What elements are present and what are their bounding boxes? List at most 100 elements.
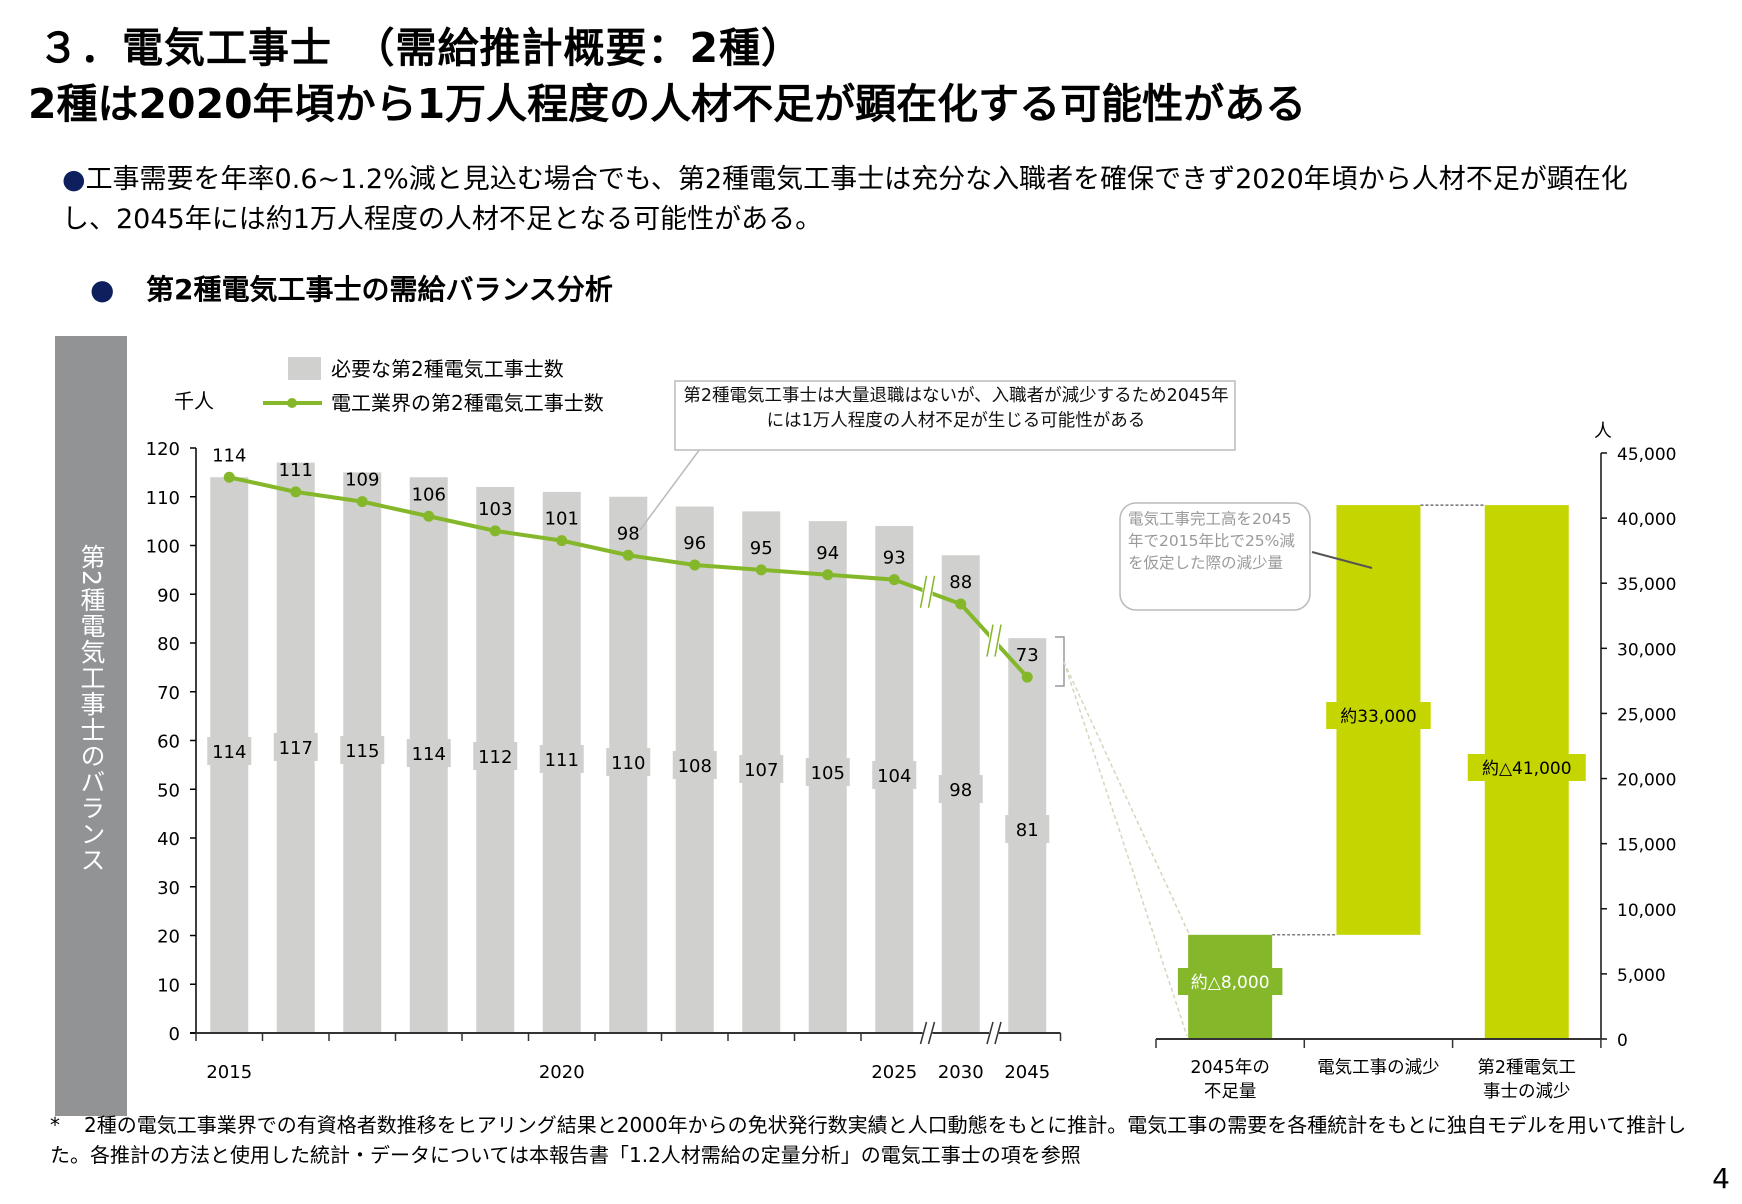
right-annotation-callout: 電気工事完工高を2045年で2015年比で25%減を仮定した際の減少量	[1119, 502, 1373, 611]
bar-label-bg	[872, 761, 917, 789]
bar-data-label: 108	[678, 756, 712, 777]
bar-data-label: 114	[212, 742, 246, 763]
right-callout-text: 電気工事完工高を2045年で2015年比で25%減を仮定した際の減少量	[1128, 510, 1295, 572]
callout-text: 第2種電気工事士は大量退職はないが、入職者が減少するため2045年には1万人程度…	[683, 386, 1229, 431]
right-x-tick-label: 第2種電気工	[1477, 1058, 1576, 1078]
y-tick-label: 90	[157, 585, 180, 606]
section-heading: ● 第2種電気工事士の需給バランス分析	[90, 268, 613, 308]
line-point	[423, 510, 435, 522]
footnote-text: 2種の電気工事業界での有資格者数推移をヒアリング結果と2000年からの免状発行数…	[50, 1113, 1687, 1167]
x-axis-break-gap	[989, 1023, 999, 1045]
bracket-connector	[1055, 636, 1191, 1037]
bar-label-bg	[672, 751, 717, 779]
y-tick-label: 120	[146, 439, 180, 460]
waterfall-label-bg	[1177, 968, 1283, 995]
y-axis-unit-label: 千人	[174, 389, 214, 413]
data-labels: 114 111 109 106 103 101 98 96 95 94 93 88 73 114 117 11…	[207, 445, 1050, 843]
bar-data-label: 115	[345, 741, 379, 762]
line-point	[223, 471, 235, 483]
bar-label-bg	[606, 748, 651, 776]
right-y-tick-label: 5,000	[1617, 966, 1666, 986]
line-data-label: 111	[279, 460, 313, 481]
x-tick-label: 2020	[539, 1062, 585, 1083]
right-y-axis-unit-label: 人	[1594, 421, 1612, 442]
x-tick-label: 2030	[938, 1062, 984, 1083]
bar-data-label: 98	[949, 780, 972, 801]
y-tick-label: 70	[157, 683, 180, 704]
page-title: ３．電気工事士 （需給推計概要：2種）	[38, 24, 804, 72]
x-axis-break-mark	[927, 1021, 936, 1045]
line-point	[822, 569, 834, 581]
line-point	[290, 486, 302, 498]
waterfall-value-label: 約△8,000	[1191, 973, 1270, 993]
right-y-tick-label: 35,000	[1617, 575, 1676, 595]
right-y-tick-label: 25,000	[1617, 705, 1676, 725]
y-tick-label: 0	[169, 1024, 180, 1045]
line-industry	[223, 471, 1033, 683]
right-x-tick-label: 2045年の	[1190, 1058, 1270, 1078]
line-point	[955, 598, 967, 610]
x-axis-break-mark	[994, 1021, 1002, 1045]
right-y-tick-label: 45,000	[1617, 445, 1676, 465]
x-tick-label: 2015	[206, 1062, 252, 1083]
connector-dashed-bottom	[1063, 661, 1188, 1037]
right-x-tick-label: 事士の減少	[1483, 1082, 1571, 1102]
line-data-label: 88	[949, 572, 972, 593]
right-x-tick-label: 電気工事の減少	[1317, 1058, 1440, 1078]
line-data-label: 93	[883, 548, 906, 569]
bar-label-bg	[805, 758, 850, 786]
right-callout-leader-line	[1311, 551, 1373, 569]
bullet-dot-icon: ●	[62, 164, 86, 195]
line-data-label: 94	[816, 543, 839, 564]
y-tick-label: 10	[157, 975, 180, 996]
right-x-tick-label: 不足量	[1204, 1082, 1257, 1102]
line-point	[689, 559, 701, 571]
right-y-tick-label: 40,000	[1617, 510, 1676, 530]
line-break-mark	[986, 624, 994, 657]
bar-label-bg	[340, 736, 385, 764]
connector-dashed-top	[1063, 661, 1191, 937]
line-data-label: 96	[683, 533, 706, 554]
bar-label-bg	[273, 733, 318, 761]
waterfall-labels: 約△8,000 約33,000 約△41,000	[1177, 702, 1586, 995]
bar-data-label: 104	[877, 766, 911, 787]
right-y-tick-label: 15,000	[1617, 836, 1676, 856]
line-point	[888, 574, 900, 586]
y-tick-label: 60	[157, 732, 180, 753]
bar-label-bg	[207, 737, 252, 765]
line-data-label: 98	[617, 523, 640, 544]
callout-leader-line	[639, 448, 701, 531]
y-tick-label: 50	[157, 780, 180, 801]
line-point	[356, 496, 368, 508]
y-tick-label: 110	[146, 488, 180, 509]
line-point	[755, 564, 767, 576]
bar-data-label: 81	[1016, 820, 1039, 841]
line-break-mark	[927, 575, 936, 608]
line-break-gap	[922, 581, 933, 602]
sidebar-label: 第2種電気工事士のバランス	[77, 544, 106, 873]
line-data-label: 106	[412, 484, 446, 505]
legend-bar-label: 必要な第2種電気工事士数	[331, 357, 564, 381]
waterfall-label-bg	[1326, 702, 1431, 729]
line-data-label: 73	[1016, 645, 1039, 666]
bar-label-bg	[539, 745, 584, 773]
legend-line-marker	[287, 398, 297, 408]
line-point	[489, 525, 501, 537]
y-tick-label: 30	[157, 878, 180, 899]
sidebar-panel: 第2種電気工事士のバランス	[55, 336, 127, 1116]
page-subtitle: 2種は2020年頃から1万人程度の人材不足が顕在化する可能性がある	[28, 80, 1307, 128]
x-tick-label: 2025	[871, 1062, 917, 1083]
x-axis-break-gap	[922, 1023, 933, 1045]
bar-data-label: 117	[279, 738, 313, 759]
bar-data-label: 114	[412, 744, 446, 765]
bar-data-label: 105	[811, 763, 845, 784]
right-callout-box	[1119, 502, 1311, 611]
y-tick-label: 20	[157, 927, 180, 948]
callout-box	[674, 380, 1236, 451]
right-y-tick-label: 30,000	[1617, 640, 1676, 660]
x-axis-break-mark	[986, 1021, 994, 1045]
bar-data-label: 110	[611, 753, 645, 774]
line-point	[1021, 671, 1033, 683]
